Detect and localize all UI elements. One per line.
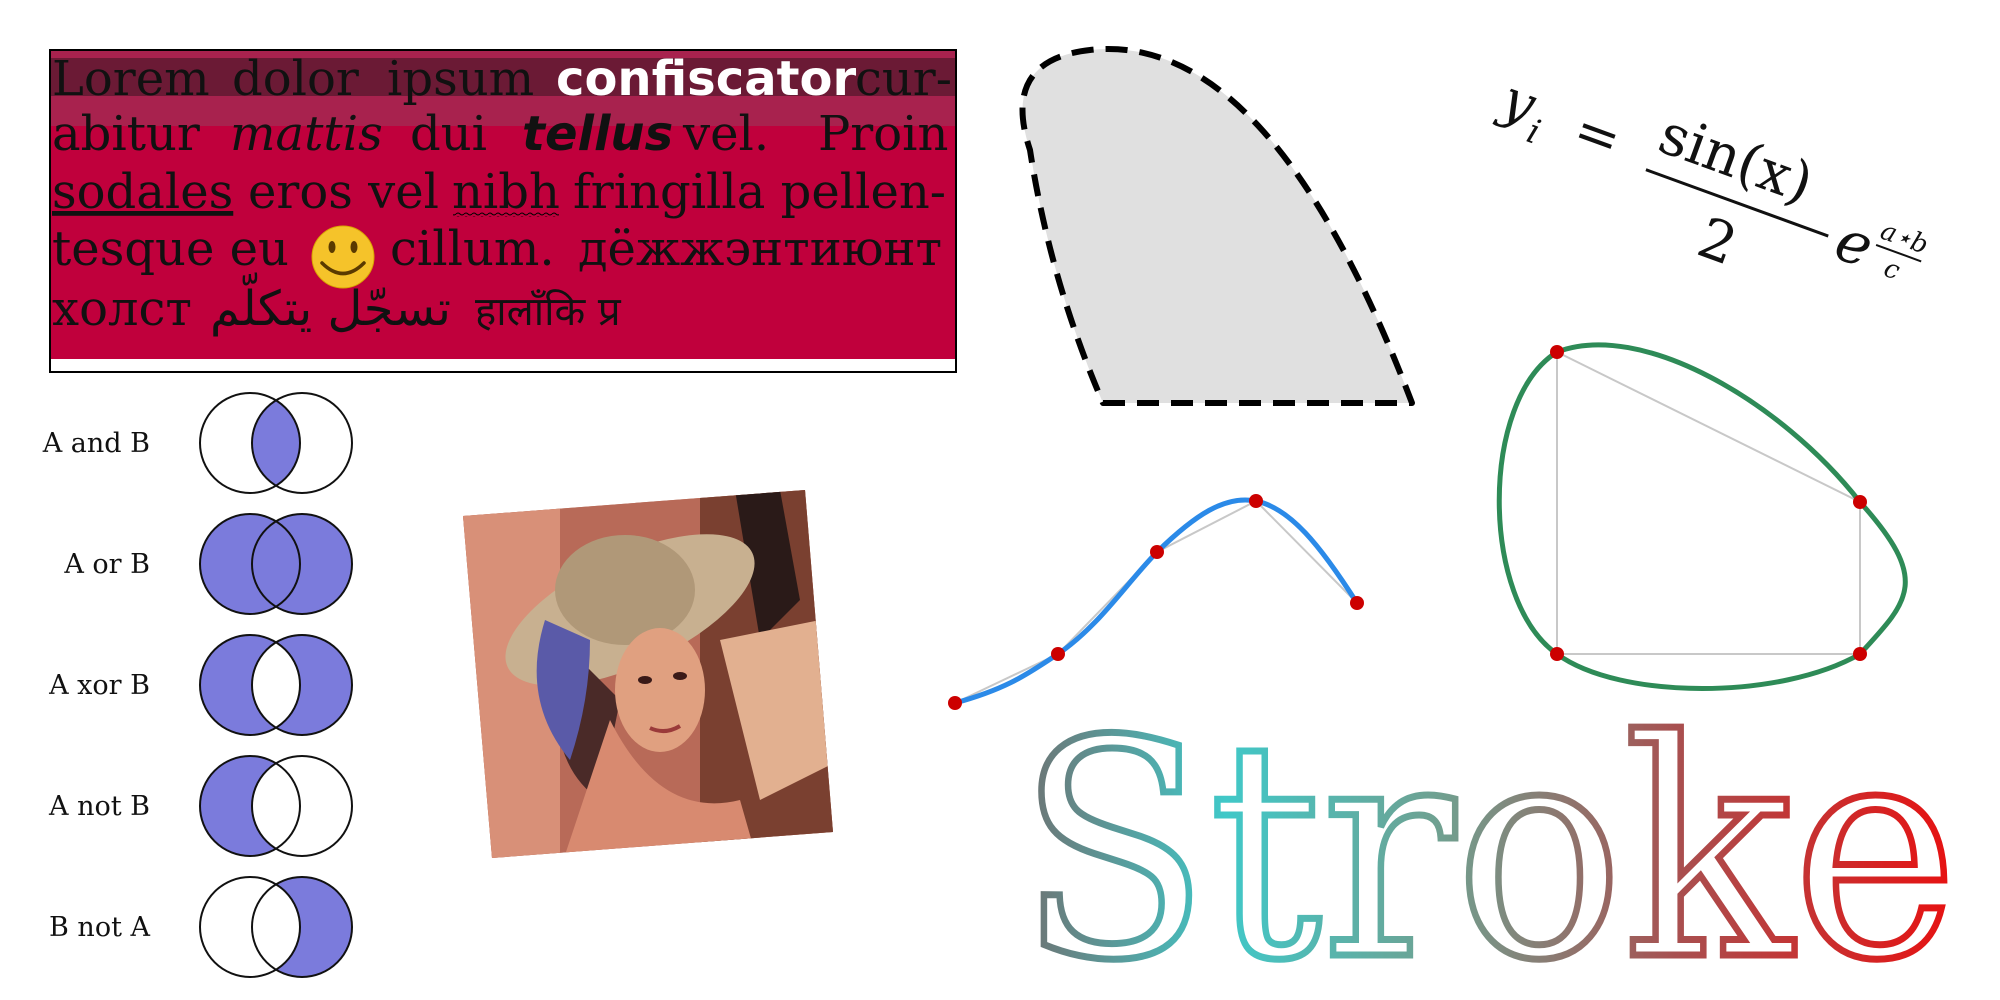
svg-text:abitur mattis: abitur mattis dui tellus vel. Proin xyxy=(52,106,948,162)
formula-numerator: sin(x) xyxy=(1651,102,1822,217)
venn-row: A or B xyxy=(63,513,353,615)
svg-text:sodales eros vel: sodales eros vel nibh fringilla pellen- xyxy=(52,164,946,220)
bold-italic-word: tellus xyxy=(522,106,673,162)
italic-word: mattis xyxy=(230,106,383,162)
wavy-underline xyxy=(453,212,559,217)
control-point xyxy=(1249,494,1263,508)
venn-label: A and B xyxy=(42,428,150,459)
devanagari-text: हालाँकि प्र xyxy=(475,289,622,335)
dashed-shape xyxy=(1019,46,1415,406)
underlined-word: sodales xyxy=(52,164,233,220)
venn-row: A not B xyxy=(48,755,353,857)
control-point xyxy=(1350,596,1364,610)
venn-label: A xor B xyxy=(48,670,150,701)
line4-words: tesque eu xyxy=(52,221,289,277)
control-point xyxy=(1853,647,1867,661)
venn-label: A not B xyxy=(48,791,150,822)
line1-word3: ipsum xyxy=(387,51,534,107)
cyrillic-word-2: холст xyxy=(52,281,192,337)
venn-label: B not A xyxy=(49,912,151,943)
formula-e: e xyxy=(1827,206,1883,282)
formula-equals: = xyxy=(1566,97,1630,172)
line3-words: eros vel xyxy=(248,164,439,220)
formula-exp-numerator: a⋆b xyxy=(1876,216,1932,261)
text-block: Lorem dolor ipsum confiscator cur- abitu… xyxy=(49,49,957,373)
open-spline xyxy=(948,494,1364,710)
stroke-text: Stroke xyxy=(1018,677,1958,1000)
formula-exp-denominator: c xyxy=(1880,253,1904,286)
venn-row: A and B xyxy=(42,392,353,494)
line2-word1: abitur xyxy=(52,106,200,162)
venn-row: A xor B xyxy=(48,634,353,736)
control-point xyxy=(1150,545,1164,559)
smiley-icon xyxy=(311,225,375,289)
control-point xyxy=(1550,647,1564,661)
line1-word1: Lorem xyxy=(52,51,210,107)
line2-word4: Proin xyxy=(818,106,948,162)
control-point xyxy=(1853,495,1867,509)
cyrillic-word: дёжжэнтиюнт xyxy=(578,221,942,277)
highlighted-word: confiscator xyxy=(556,51,857,107)
line1-word2: dolor xyxy=(232,51,359,107)
line1-tail: cur- xyxy=(855,51,952,107)
line2-word3: vel. xyxy=(682,106,769,162)
venn-label: A or B xyxy=(63,549,150,580)
svg-text:tesque eu cillum.: tesque eu cillum. дёжжэнтиюнт xyxy=(52,221,942,277)
closed-curve xyxy=(1496,342,1908,691)
venn-diagrams: A and B A or B A xor B A not B B not A xyxy=(42,392,353,978)
formula: y i = sin(x) 2 e a⋆b c xyxy=(1492,66,1932,286)
line2-word2: dui xyxy=(410,106,487,162)
control-point xyxy=(948,696,962,710)
control-point xyxy=(1051,647,1065,661)
line3-tail: fringilla pellen- xyxy=(573,164,946,220)
venn-row: B not A xyxy=(49,876,353,978)
wavy-underlined-word: nibh xyxy=(452,164,560,220)
svg-text:холст تسجّل يتكلّم: холст تسجّل يتكلّم हालाँकि प्र xyxy=(52,272,622,337)
portrait-photo xyxy=(463,490,833,858)
formula-denominator: 2 xyxy=(1689,205,1745,278)
svg-text:Lorem dolor ip: Lorem dolor ipsum confiscator cur- xyxy=(52,51,952,107)
line4-word2: cillum. xyxy=(390,221,555,277)
control-point xyxy=(1550,345,1564,359)
